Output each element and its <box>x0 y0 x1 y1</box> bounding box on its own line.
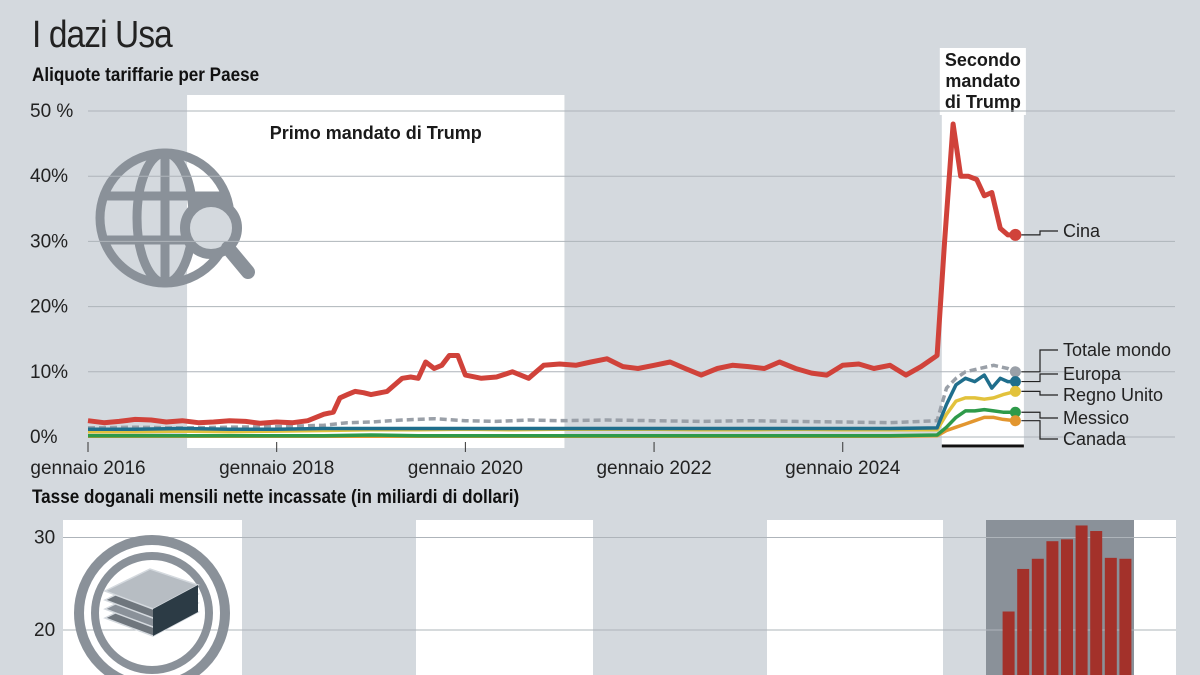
series-label: Regno Unito <box>1063 385 1163 405</box>
y-tick-label: 50 % <box>30 101 73 122</box>
series-leader-line <box>1021 373 1058 383</box>
series-line-totale-mondo <box>87 363 1017 430</box>
series-line-messico <box>88 407 1016 438</box>
y-tick-label: 20 <box>34 620 55 641</box>
page-title: I dazi Usa <box>32 14 173 56</box>
revenue-bar <box>1061 539 1073 675</box>
x-tick-label: gennaio 2024 <box>785 458 901 479</box>
period-label-line-3: di Trump <box>945 92 1021 112</box>
revenue-bar <box>1031 558 1044 675</box>
x-tick-label: gennaio 2022 <box>596 458 711 479</box>
period-label-1: Primo mandato di Trump <box>270 123 482 143</box>
series-label: Canada <box>1063 429 1127 449</box>
y-tick-label: 30% <box>30 231 68 252</box>
panel-4 <box>1133 520 1176 675</box>
chart2-title: Tasse doganali mensili nette incassate (… <box>32 487 520 508</box>
revenue-bar <box>1017 568 1030 675</box>
series-endpoint <box>1009 228 1022 241</box>
panel-3 <box>767 520 943 675</box>
series-label: Cina <box>1063 221 1101 241</box>
revenue-bar <box>1075 525 1088 675</box>
series-leader-line <box>1021 230 1058 236</box>
series-leader-line <box>1021 349 1058 373</box>
period-label-line-1: Secondo <box>945 50 1021 70</box>
revenue-bar <box>1002 611 1015 675</box>
money-ring <box>74 535 230 675</box>
series-label: Europa <box>1063 364 1122 384</box>
series-label: Totale mondo <box>1063 340 1171 360</box>
revenue-bar <box>1046 541 1059 675</box>
series-endpoint <box>1009 376 1021 388</box>
series-endpoint <box>1009 415 1021 427</box>
y-tick-label: 30 <box>34 528 55 549</box>
globe-search-icon <box>95 148 255 288</box>
series-endpoint <box>1009 406 1021 418</box>
revenue-bar <box>1119 558 1132 675</box>
y-tick-label: 40% <box>30 166 68 187</box>
money-stack-icon <box>74 535 230 675</box>
period-label-line-2: mandato <box>945 71 1020 91</box>
series-endpoint <box>1009 385 1021 397</box>
x-tick-label: gennaio 2018 <box>219 458 334 479</box>
x-tick-label: gennaio 2016 <box>30 458 145 479</box>
series-leader-line <box>1021 420 1058 440</box>
series-endpoint <box>1009 366 1021 378</box>
panel-2 <box>416 520 593 675</box>
series-line-europa <box>88 373 1016 431</box>
x-tick-label: gennaio 2020 <box>408 458 523 479</box>
chart1-title: Aliquote tariffarie per Paese <box>32 65 260 86</box>
series-leader-line <box>1021 411 1058 419</box>
y-tick-label: 10% <box>30 362 68 383</box>
y-tick-label: 0% <box>30 427 58 448</box>
revenue-bar <box>1090 531 1103 675</box>
series-leader-line <box>1021 390 1058 396</box>
revenue-bar <box>1104 557 1117 675</box>
money-ring-inner <box>91 552 213 674</box>
series-line-cina <box>87 121 1016 426</box>
period-label-box-2 <box>939 48 1026 115</box>
series-label: Messico <box>1063 408 1129 428</box>
y-tick-label: 20% <box>30 297 68 318</box>
bill-band <box>153 585 198 636</box>
